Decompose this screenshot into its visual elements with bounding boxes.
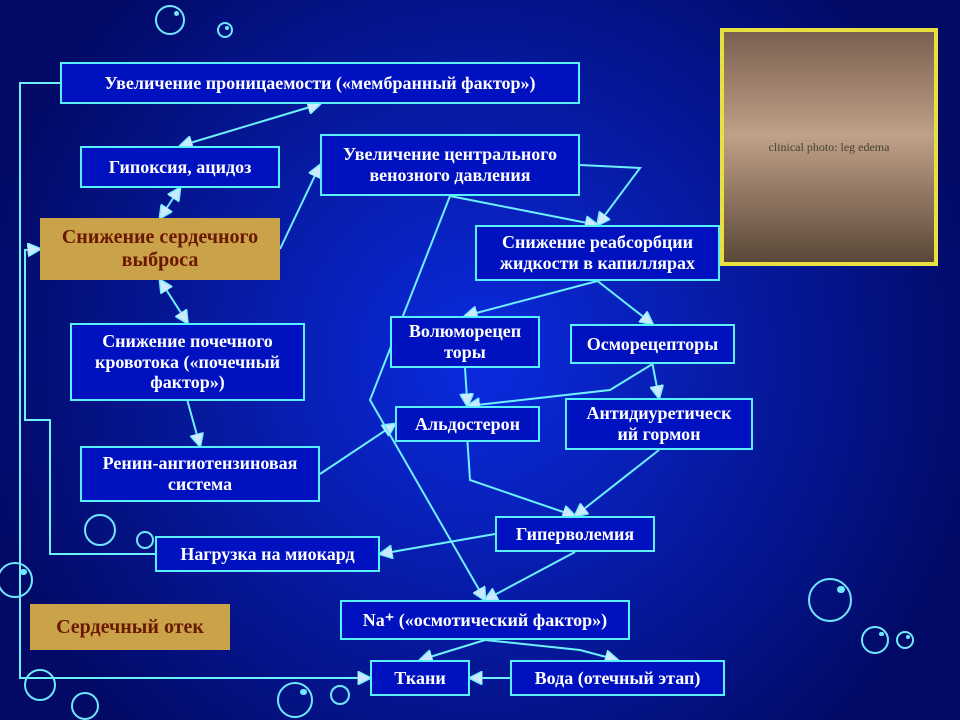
node-volumo: Волюморецеп торы <box>390 316 540 368</box>
node-tkani: Ткани <box>370 660 470 696</box>
bg-bubble <box>136 531 154 549</box>
node-edema: Сердечный отек <box>30 604 230 650</box>
bg-bubble <box>896 631 914 649</box>
bg-bubble <box>277 682 313 718</box>
node-hyperv: Гиперволемия <box>495 516 655 552</box>
bg-bubble <box>0 562 33 598</box>
bg-bubble <box>861 626 889 654</box>
edge <box>580 165 640 225</box>
node-osmo: Осморецепторы <box>570 324 735 364</box>
node-raas: Ренин-ангиотензиновая система <box>80 446 320 502</box>
bg-bubble <box>24 669 56 701</box>
edge <box>380 534 495 554</box>
edge <box>280 165 320 249</box>
node-perm: Увеличение проницаемости («мембранный фа… <box>60 62 580 104</box>
node-load: Нагрузка на миокард <box>155 536 380 572</box>
edge <box>180 104 320 146</box>
edge <box>160 280 188 323</box>
node-hypox: Гипоксия, ацидоз <box>80 146 280 188</box>
edge <box>25 249 155 554</box>
node-cvp: Увеличение центрального венозного давлен… <box>320 134 580 196</box>
edge <box>485 640 618 660</box>
edge <box>370 196 485 600</box>
edge <box>468 442 576 516</box>
edge <box>160 188 180 218</box>
node-reabs: Снижение реабсорбции жидкости в капилляр… <box>475 225 720 281</box>
bg-bubble <box>217 22 233 38</box>
edge <box>575 450 659 516</box>
edge <box>465 368 468 406</box>
edge <box>320 424 395 474</box>
node-na: Na⁺ («осмотический фактор») <box>340 600 630 640</box>
bg-bubble <box>71 692 99 720</box>
node-water: Вода (отечный этап) <box>510 660 725 696</box>
bg-bubble <box>330 685 350 705</box>
edge <box>485 552 575 600</box>
edge <box>653 364 660 398</box>
node-adh: Антидиуретическ ий гормон <box>565 398 753 450</box>
edge <box>188 401 201 446</box>
edge <box>598 281 653 324</box>
node-aldo: Альдостерон <box>395 406 540 442</box>
edge <box>465 281 598 316</box>
clinical-photo-caption: clinical photo: leg edema <box>724 32 934 262</box>
node-renal: Снижение почечного кровотока («почечный … <box>70 323 305 401</box>
bg-bubble <box>84 514 116 546</box>
bg-bubble <box>808 578 852 622</box>
bg-bubble <box>155 5 185 35</box>
diagram-stage: Увеличение проницаемости («мембранный фа… <box>0 0 960 720</box>
node-co: Снижение сердечного выброса <box>40 218 280 280</box>
edge <box>420 640 485 660</box>
clinical-photo: clinical photo: leg edema <box>720 28 938 266</box>
edge <box>450 196 598 225</box>
